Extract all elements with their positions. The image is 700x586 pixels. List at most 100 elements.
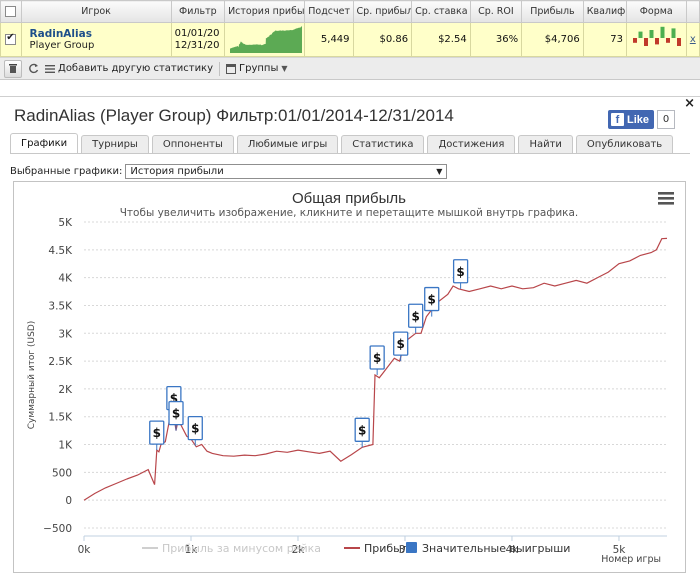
x-axis-title: Номер игры (601, 554, 661, 565)
header-avg-roi[interactable]: Ср. ROI (469, 0, 523, 23)
add-stats-button[interactable]: Добавить другую статистику (45, 63, 213, 74)
y-tick-label: 500 (52, 467, 72, 479)
x-tick-label: 5k (613, 544, 627, 556)
refresh-icon (29, 63, 39, 74)
form-bar (677, 38, 682, 46)
legend-item[interactable]: Прибыль за минусом рейка (142, 542, 321, 555)
remove-cell[interactable]: x (685, 22, 700, 57)
big-win-marker[interactable]: $ (393, 331, 409, 362)
groups-dropdown[interactable]: Группы ▼ (226, 63, 288, 74)
tab-1[interactable]: Турниры (81, 135, 149, 153)
count-cell: 5,449 (304, 22, 354, 57)
legend-label: Прибыль (364, 542, 415, 555)
header-count[interactable]: Подсчет (304, 0, 354, 23)
close-panel-button[interactable]: × (684, 96, 695, 111)
toolbar-divider (219, 61, 221, 76)
add-stats-label: Добавить другую статистику (58, 63, 214, 74)
profit-sparkline-cell (224, 22, 306, 57)
big-win-label: $ (153, 426, 161, 440)
player-detail-panel: × RadinAlias (Player Group) Фильтр:01/01… (0, 96, 700, 586)
row-select-cell[interactable] (0, 22, 22, 57)
big-win-marker[interactable]: $ (369, 345, 385, 375)
tab-4[interactable]: Статистика (341, 135, 425, 153)
tab-3[interactable]: Любимые игры (236, 135, 339, 153)
stats-table: Игрок Фильтр История прибыль Подсчет Ср.… (0, 0, 700, 57)
stats-panel: Игрок Фильтр История прибыль Подсчет Ср.… (0, 0, 700, 80)
header-profit-history[interactable]: История прибыль (224, 0, 306, 23)
player-name-link[interactable]: RadinAlias (29, 27, 92, 40)
legend-item[interactable]: Прибыль (344, 542, 415, 555)
header-quali[interactable]: Квалиф (582, 0, 627, 23)
profit-chart-frame[interactable]: Общая прибыль Чтобы увеличить изображение… (13, 181, 686, 573)
header-player[interactable]: Игрок (20, 0, 172, 23)
big-win-marker[interactable]: $ (424, 286, 440, 317)
big-win-flag (452, 259, 469, 284)
menu-icon[interactable] (658, 192, 674, 205)
chart-title: Общая прибыль (292, 190, 406, 207)
big-win-label: $ (411, 309, 419, 323)
delete-button[interactable] (4, 59, 22, 78)
filter-cell: 01/01/20 12/31/20 (170, 22, 226, 57)
big-win-flag (424, 286, 440, 312)
form-bar (633, 38, 638, 43)
big-win-marker[interactable]: $ (168, 400, 184, 431)
tab-0[interactable]: Графики (10, 133, 79, 153)
tab-7[interactable]: Опубликовать (575, 135, 674, 153)
select-all-checkbox[interactable] (5, 6, 17, 17)
big-win-label: $ (358, 423, 366, 437)
facebook-like-button[interactable]: f Like (608, 110, 655, 129)
chart-select-row: Выбранные графики: История прибыли ▼ (10, 164, 448, 179)
player-group: Player Group (29, 39, 95, 51)
trash-icon (9, 64, 17, 73)
big-win-flag (393, 331, 409, 356)
big-win-marker[interactable]: $ (187, 416, 203, 446)
header-remove (685, 0, 700, 23)
tab-2[interactable]: Оппоненты (151, 135, 234, 153)
header-avg-stake[interactable]: Ср. ставка (411, 0, 471, 23)
big-win-marker[interactable]: $ (149, 420, 165, 451)
header-profit[interactable]: Прибыль (521, 0, 584, 23)
y-tick-label: 1K (58, 440, 73, 452)
header-avg-profit[interactable]: Ср. прибыль (352, 0, 413, 23)
player-cell[interactable]: RadinAlias Player Group (20, 22, 172, 57)
filter-from: 01/01/20 (174, 27, 220, 39)
legend-box-symbol (406, 542, 417, 553)
big-win-label: $ (428, 293, 436, 307)
avg-stake-cell: $2.54 (411, 22, 471, 57)
list-icon (45, 64, 55, 73)
remove-row-link[interactable]: x (689, 34, 696, 45)
tab-divider (10, 153, 690, 154)
y-tick-label: 1.5K (48, 412, 73, 424)
row-checkbox[interactable] (5, 32, 17, 45)
big-win-marker[interactable]: $ (354, 417, 370, 448)
stats-toolbar: Добавить другую статистику Группы ▼ (0, 57, 700, 79)
filter-to: 12/31/20 (174, 39, 220, 51)
facebook-like: f Like 0 (608, 110, 676, 129)
chart-select-dropdown[interactable]: История прибыли ▼ (125, 164, 448, 179)
big-win-flag (149, 420, 165, 445)
y-tick-label: −500 (43, 523, 72, 535)
table-row[interactable]: RadinAlias Player Group 01/01/20 12/31/2… (0, 22, 700, 57)
select-all-header[interactable] (0, 0, 22, 23)
tab-bar: Графики Турниры Оппоненты Любимые игры Стати… (10, 133, 674, 153)
form-bar (671, 28, 676, 38)
avg-profit-cell: $0.86 (352, 22, 413, 57)
menu-icon-bar (658, 192, 674, 195)
big-win-flag (408, 303, 424, 328)
x-tick-label: 0k (78, 544, 92, 556)
legend-item[interactable]: Значительные выигрыши (406, 542, 570, 555)
refresh-button[interactable] (28, 63, 39, 74)
big-win-flag (354, 417, 370, 442)
tab-5[interactable]: Достижения (427, 135, 516, 153)
form-bar (655, 38, 660, 45)
header-filter[interactable]: Фильтр (170, 0, 226, 23)
header-form[interactable]: Форма (625, 0, 687, 23)
big-win-marker[interactable]: $ (408, 303, 424, 334)
tab-6[interactable]: Найти (518, 135, 573, 153)
big-win-marker[interactable]: $ (452, 259, 469, 289)
big-win-label: $ (456, 265, 464, 279)
groups-label: Группы (239, 63, 279, 74)
big-win-label: $ (191, 422, 199, 436)
y-tick-label: 2.5K (48, 356, 73, 368)
